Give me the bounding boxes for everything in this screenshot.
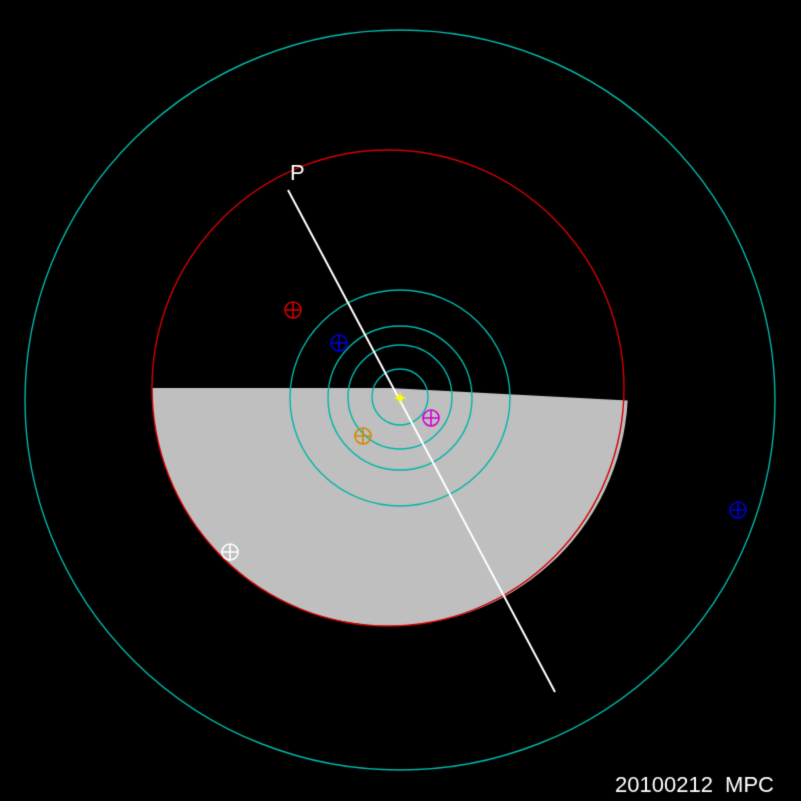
orbit-diagram: [0, 0, 801, 801]
